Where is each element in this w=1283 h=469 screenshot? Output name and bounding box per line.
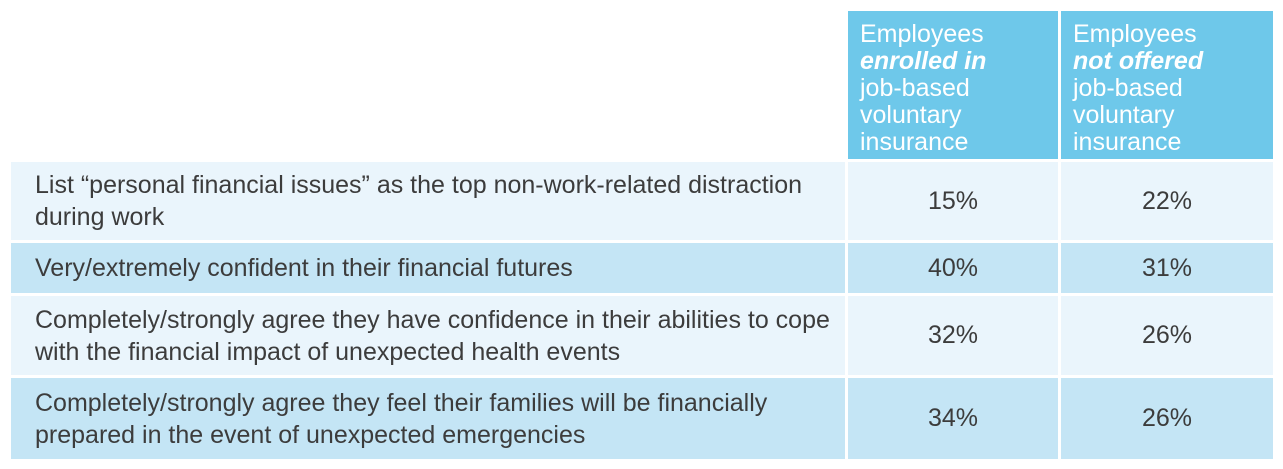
row-label: Completely/strongly agree they have conf… <box>11 296 845 375</box>
column-header-post: job-based <box>860 74 970 102</box>
value-cell: 40% <box>848 243 1058 293</box>
value-cell: 26% <box>1061 296 1273 375</box>
row-label: List “personal financial issues” as the … <box>11 162 845 240</box>
value-cell: 15% <box>848 162 1058 240</box>
value-cell: 32% <box>848 296 1058 375</box>
column-header-pre: Employees <box>1073 20 1197 48</box>
column-header-post: job-based <box>1073 74 1183 102</box>
value-cell: 34% <box>848 378 1058 459</box>
column-header-post: voluntary <box>1073 101 1175 129</box>
column-header-post: insurance <box>860 128 969 156</box>
row-label: Completely/strongly agree they feel thei… <box>11 378 845 459</box>
column-header-enrolled: Employees enrolled in job-based voluntar… <box>848 11 1058 159</box>
column-header-not-offered: Employees not offered job-based voluntar… <box>1061 11 1273 159</box>
column-header-emphasis: enrolled in <box>860 47 987 75</box>
column-header-pre: Employees <box>860 20 984 48</box>
column-header-post: insurance <box>1073 128 1182 156</box>
value-cell: 31% <box>1061 243 1273 293</box>
column-header-emphasis: not offered <box>1073 47 1204 75</box>
column-header-post: voluntary <box>860 101 962 129</box>
value-cell: 22% <box>1061 162 1273 240</box>
row-label: Very/extremely confident in their financ… <box>11 243 845 293</box>
value-cell: 26% <box>1061 378 1273 459</box>
